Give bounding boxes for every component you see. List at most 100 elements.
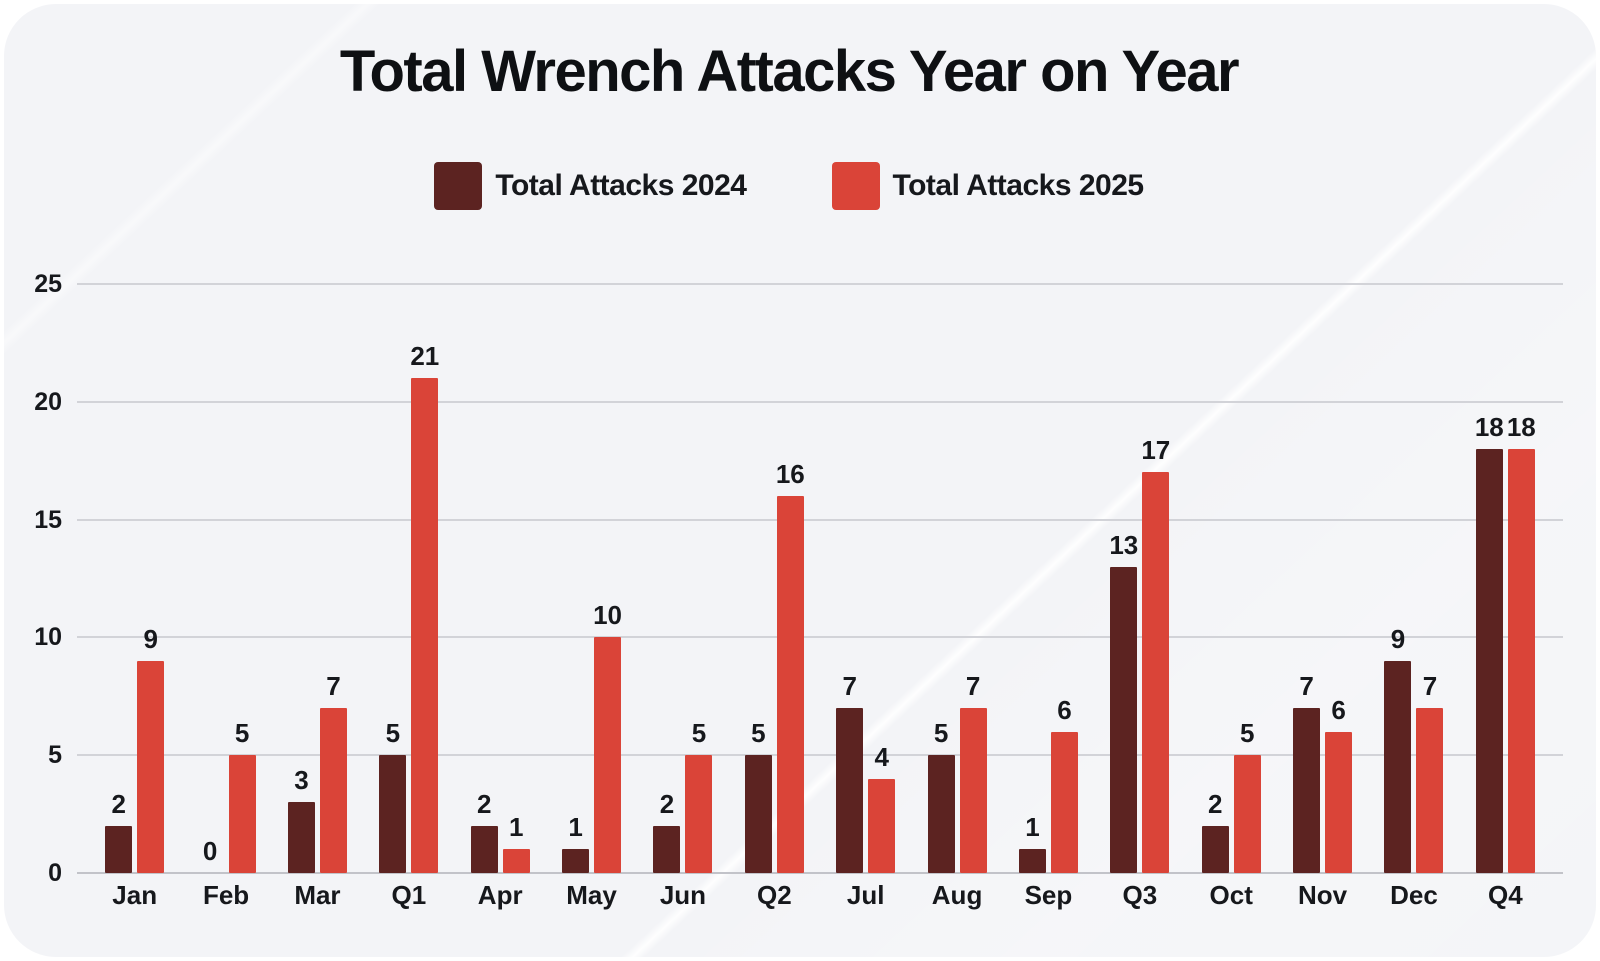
bar-value-label: 18 <box>1474 411 1504 442</box>
bar-wrap: 1 <box>502 284 530 873</box>
bar-Oct-total-attacks-2024 <box>1201 825 1229 873</box>
bar-wrap: 17 <box>1141 284 1170 873</box>
bar-group-Q1: 5 21 <box>363 284 454 873</box>
bar-wrap: 7 <box>836 284 864 873</box>
bar-value-label: 1 <box>508 812 524 843</box>
gridline-10 <box>77 636 1563 639</box>
legend-label: Total Attacks 2025 <box>892 169 1145 202</box>
bar-wrap: 2 <box>653 284 681 873</box>
bar-May-total-attacks-2024 <box>562 849 590 873</box>
bar-Dec-total-attacks-2024 <box>1384 660 1412 873</box>
bar-value-label: 13 <box>1109 529 1139 560</box>
x-axis-labels: Jan Feb Mar Q1 Apr May Jun Q2 Jul Aug Sep Q3 Oct Nov D… <box>77 880 1563 916</box>
bar-Q1-total-attacks-2024 <box>379 755 407 873</box>
bar-wrap: 18 <box>1474 284 1504 873</box>
bar-value-label: 6 <box>1331 694 1346 725</box>
y-axis-ticks: 25 20 15 10 5 0 <box>4 270 62 887</box>
bar-Q2-total-attacks-2024 <box>744 755 772 873</box>
bar-group-May: 1 10 <box>546 284 637 873</box>
bar-Nov-total-attacks-2025 <box>1325 731 1353 873</box>
bar-value-label: 6 <box>1057 694 1072 725</box>
bar-wrap: 0 <box>197 284 224 873</box>
bar-wrap: 7 <box>1293 284 1321 873</box>
y-tick-label-0: 0 <box>48 859 62 887</box>
bar-Q4-total-attacks-2024 <box>1475 448 1503 873</box>
bar-value-label: 3 <box>294 765 309 796</box>
legend-item-1: Total Attacks 2025 <box>831 162 1145 210</box>
plot-area: 2 9 0 5 3 7 5 21 2 1 1 10 2 5 5 16 7 4 5 7 1 6 13 17 2 5 7 6 9 7 18 18 <box>77 283 1563 874</box>
bars-row: 2 9 0 5 3 7 5 21 2 1 1 10 2 5 5 16 7 4 5 7 1 6 13 17 2 5 7 6 9 7 18 18 <box>77 284 1563 873</box>
bar-May-total-attacks-2025 <box>594 637 622 873</box>
bar-Nov-total-attacks-2024 <box>1293 708 1321 873</box>
gridline-25 <box>77 283 1563 285</box>
x-tick-label-Mar: Mar <box>294 880 341 910</box>
bar-value-label: 7 <box>1299 671 1314 702</box>
chart-title: Total Wrench Attacks Year on Year <box>339 39 1240 104</box>
bar-value-label: 10 <box>593 600 623 631</box>
bar-Jul-total-attacks-2025 <box>868 778 896 873</box>
bar-wrap: 9 <box>1384 284 1412 873</box>
bar-wrap: 7 <box>959 284 987 873</box>
bar-value-label: 18 <box>1506 411 1536 442</box>
bar-value-label: 2 <box>476 788 492 819</box>
bar-wrap: 5 <box>927 284 955 873</box>
bar-Jun-total-attacks-2024 <box>653 825 681 873</box>
bar-value-label: 2 <box>659 788 675 819</box>
bar-value-label: 16 <box>775 459 805 490</box>
x-tick-label-Jan: Jan <box>112 880 158 910</box>
bar-value-label: 21 <box>410 341 440 372</box>
x-tick-label-May: May <box>566 880 617 910</box>
bar-wrap: 5 <box>228 284 256 873</box>
bar-group-Q4: 18 18 <box>1460 284 1551 873</box>
bar-value-label: 5 <box>751 718 766 749</box>
bar-wrap: 7 <box>1416 284 1444 873</box>
legend-item-0: Total Attacks 2024 <box>434 162 747 210</box>
x-tick-label-Feb: Feb <box>202 880 250 910</box>
bar-wrap: 3 <box>287 284 315 873</box>
bar-value-label: 7 <box>1422 671 1438 702</box>
bar-wrap: 2 <box>470 284 498 873</box>
bar-Jan-total-attacks-2025 <box>137 660 165 873</box>
x-tick-label-Apr: Apr <box>477 880 523 910</box>
x-axis-baseline <box>77 872 1563 874</box>
bar-Jan-total-attacks-2024 <box>105 825 133 873</box>
bar-wrap: 18 <box>1506 284 1536 873</box>
bar-Mar-total-attacks-2024 <box>287 802 315 873</box>
y-tick-label-20: 20 <box>34 387 62 416</box>
bar-Q4-total-attacks-2025 <box>1507 448 1535 873</box>
x-tick-label-Jun: Jun <box>659 880 707 910</box>
bar-wrap: 2 <box>105 284 133 873</box>
bar-Apr-total-attacks-2025 <box>502 849 530 873</box>
bar-value-label: 0 <box>202 836 218 866</box>
bar-wrap: 2 <box>1201 284 1229 873</box>
y-tick-label-25: 25 <box>34 270 62 298</box>
bar-wrap: 5 <box>1233 284 1261 873</box>
bar-value-label: 1 <box>1025 812 1040 843</box>
bar-wrap: 9 <box>137 284 165 873</box>
bar-value-label: 9 <box>143 623 158 654</box>
bar-wrap: 10 <box>593 284 623 873</box>
bar-value-label: 7 <box>326 671 341 702</box>
bar-Aug-total-attacks-2024 <box>927 755 955 873</box>
bar-wrap: 4 <box>868 284 896 873</box>
bar-value-label: 5 <box>933 718 949 749</box>
bar-Dec-total-attacks-2025 <box>1416 708 1444 873</box>
bar-value-label: 1 <box>568 812 583 843</box>
bar-value-label: 7 <box>965 671 981 702</box>
legend-swatch <box>434 162 483 210</box>
bar-value-label: 5 <box>1239 718 1255 749</box>
x-tick-label-Aug: Aug <box>931 880 983 910</box>
gridline-5 <box>77 754 1563 757</box>
bar-value-label: 7 <box>842 671 857 702</box>
bar-Jun-total-attacks-2025 <box>685 755 713 873</box>
x-tick-label-Jul: Jul <box>846 880 885 910</box>
